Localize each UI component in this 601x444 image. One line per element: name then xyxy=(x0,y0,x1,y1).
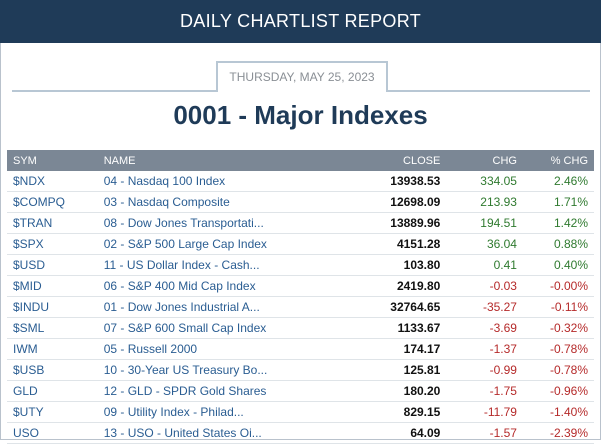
name-cell[interactable]: 11 - US Dollar Index - Cash... xyxy=(97,254,347,276)
sym-cell[interactable]: $MID xyxy=(7,275,98,297)
pct-chg-cell: -0.00% xyxy=(522,275,594,297)
pct-chg-cell: 1.42% xyxy=(522,212,594,234)
sym-cell[interactable]: $USB xyxy=(7,359,98,381)
close-cell: 125.81 xyxy=(346,359,447,381)
name-cell[interactable]: 04 - Nasdaq 100 Index xyxy=(97,171,347,192)
chg-cell: 194.51 xyxy=(446,212,523,234)
page-title: 0001 - Major Indexes xyxy=(173,100,428,130)
name-cell[interactable]: 08 - Dow Jones Transportati... xyxy=(97,212,347,234)
table-row[interactable]: $INDU 01 - Dow Jones Industrial A... 32764… xyxy=(7,296,594,318)
col-header-pct-chg[interactable]: % CHG xyxy=(550,154,588,167)
sym-cell[interactable]: $COMPQ xyxy=(7,191,98,213)
table-row[interactable]: $NDX 04 - Nasdaq 100 Index 13938.53 334.05 2… xyxy=(7,171,594,192)
pct-chg-cell: -0.11% xyxy=(522,296,594,318)
close-cell: 12698.09 xyxy=(346,191,447,213)
col-header-name[interactable]: NAME xyxy=(103,154,136,167)
sym-cell[interactable]: $NDX xyxy=(7,171,98,192)
chg-cell: 213.93 xyxy=(446,191,523,213)
name-cell[interactable]: 10 - 30-Year US Treasury Bo... xyxy=(97,359,347,381)
report-banner: DAILY CHARTLIST REPORT xyxy=(0,0,601,43)
pct-chg-cell: 2.46% xyxy=(522,171,594,192)
sym-cell[interactable]: $UTY xyxy=(7,401,98,423)
table-row[interactable]: $MID 06 - S&P 400 Mid Cap Index 2419.80 -0.… xyxy=(7,275,594,297)
pct-chg-cell: 0.88% xyxy=(522,233,594,255)
sym-cell[interactable]: $USD xyxy=(7,254,98,276)
table-row[interactable]: IWM 05 - Russell 2000 174.17 -1.37 -0.78% xyxy=(7,338,594,360)
sym-cell[interactable]: $SPX xyxy=(7,233,98,255)
pct-chg-cell: -0.78% xyxy=(522,359,594,381)
chg-cell: -3.69 xyxy=(446,317,523,339)
name-cell[interactable]: 06 - S&P 400 Mid Cap Index xyxy=(97,275,347,297)
pct-chg-cell: 0.40% xyxy=(522,254,594,276)
pct-chg-cell: -0.32% xyxy=(522,317,594,339)
report-date: THURSDAY, MAY 25, 2023 xyxy=(216,61,388,92)
close-cell: 174.17 xyxy=(346,338,447,360)
table-header-row: SYM NAME CLOSE CHG % CHG xyxy=(7,150,594,171)
name-cell[interactable]: 07 - S&P 600 Small Cap Index xyxy=(97,317,347,339)
sym-cell[interactable]: IWM xyxy=(7,338,98,360)
banner-title: DAILY CHARTLIST REPORT xyxy=(179,11,421,31)
sym-cell[interactable]: USO xyxy=(7,422,98,444)
close-cell: 2419.80 xyxy=(346,275,447,297)
close-cell: 180.20 xyxy=(346,380,447,402)
pct-chg-cell: -0.78% xyxy=(522,338,594,360)
col-header-close[interactable]: CLOSE xyxy=(403,154,441,167)
sym-cell[interactable]: $INDU xyxy=(7,296,98,318)
pct-chg-cell: -0.96% xyxy=(522,380,594,402)
chg-cell: -0.99 xyxy=(446,359,523,381)
close-cell: 32764.65 xyxy=(346,296,447,318)
table-row[interactable]: USO 13 - USO - United States Oi... 64.09 -1… xyxy=(7,422,594,444)
chg-cell: -11.79 xyxy=(446,401,523,423)
chg-cell: -0.03 xyxy=(446,275,523,297)
close-cell: 13938.53 xyxy=(346,171,447,192)
sym-cell[interactable]: GLD xyxy=(7,380,98,402)
close-cell: 13889.96 xyxy=(346,212,447,234)
name-cell[interactable]: 01 - Dow Jones Industrial A... xyxy=(97,296,347,318)
chg-cell: -1.75 xyxy=(446,380,523,402)
pct-chg-cell: -2.39% xyxy=(522,422,594,444)
table-body: $NDX 04 - Nasdaq 100 Index 13938.53 334.05 2… xyxy=(7,171,594,444)
name-cell[interactable]: 05 - Russell 2000 xyxy=(97,338,347,360)
name-cell[interactable]: 12 - GLD - SPDR Gold Shares xyxy=(97,380,347,402)
sym-cell[interactable]: $TRAN xyxy=(7,212,98,234)
table-row[interactable]: $SML 07 - S&P 600 Small Cap Index 1133.67-… xyxy=(7,317,594,339)
sym-cell[interactable]: $SML xyxy=(7,317,98,339)
chg-cell: 36.04 xyxy=(446,233,523,255)
index-table: SYM NAME CLOSE CHG % CHG $NDX 04 - Nasdaq… xyxy=(7,150,594,444)
chg-cell: 334.05 xyxy=(446,171,523,192)
close-cell: 4151.28 xyxy=(346,233,447,255)
col-header-sym[interactable]: SYM xyxy=(13,154,37,167)
chg-cell: -35.27 xyxy=(446,296,523,318)
table-row[interactable]: $COMPQ 03 - Nasdaq Composite 12698.09 213.9… xyxy=(7,191,594,213)
pct-chg-cell: -1.40% xyxy=(522,401,594,423)
col-header-chg[interactable]: CHG xyxy=(492,154,517,167)
close-cell: 1133.67 xyxy=(346,317,447,339)
close-cell: 829.15 xyxy=(346,401,447,423)
close-cell: 64.09 xyxy=(346,422,447,444)
chg-cell: -1.37 xyxy=(446,338,523,360)
table-row[interactable]: $TRAN 08 - Dow Jones Transportati... 13889… xyxy=(7,212,594,234)
table-row[interactable]: GLD 12 - GLD - SPDR Gold Shares 180.20 -1.7… xyxy=(7,380,594,402)
name-cell[interactable]: 03 - Nasdaq Composite xyxy=(97,191,347,213)
name-cell[interactable]: 09 - Utility Index - Philad... xyxy=(97,401,347,423)
close-cell: 103.80 xyxy=(346,254,447,276)
table-row[interactable]: $USB 10 - 30-Year US Treasury Bo... 125.81… xyxy=(7,359,594,381)
pct-chg-cell: 1.71% xyxy=(522,191,594,213)
table-row[interactable]: $SPX 02 - S&P 500 Large Cap Index 4151.28 3… xyxy=(7,233,594,255)
table-row[interactable]: $USD 11 - US Dollar Index - Cash... 103.80… xyxy=(7,254,594,276)
table-row[interactable]: $UTY 09 - Utility Index - Philad... 829.15… xyxy=(7,401,594,423)
chg-cell: 0.41 xyxy=(446,254,523,276)
name-cell[interactable]: 13 - USO - United States Oi... xyxy=(97,422,347,444)
name-cell[interactable]: 02 - S&P 500 Large Cap Index xyxy=(97,233,347,255)
chg-cell: -1.57 xyxy=(446,422,523,444)
